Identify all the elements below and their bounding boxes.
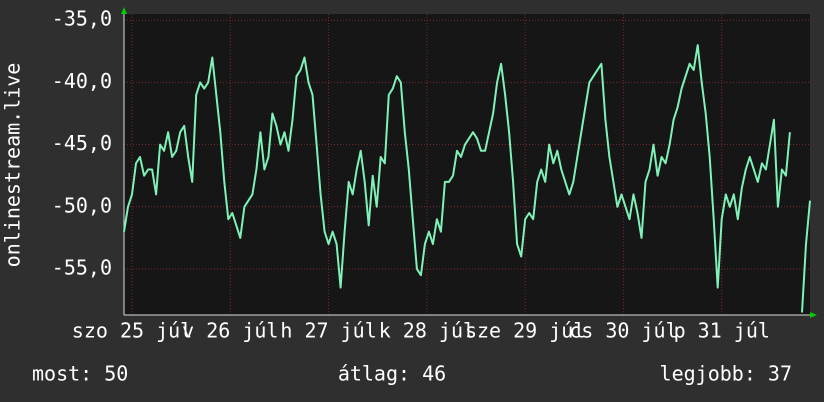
plot-area (124, 14, 810, 315)
x-tick-label: h 27 júl (280, 319, 376, 343)
footer-avg: átlag: 46 (338, 362, 446, 386)
y-tick-label: -45,0 (52, 131, 112, 155)
y-arrow (121, 7, 127, 14)
x-tick-label: p 31 júl (674, 319, 770, 343)
y-tick-label: -55,0 (52, 255, 112, 279)
footer-best: legjobb: 37 (660, 362, 792, 386)
y-tick-label: -35,0 (52, 7, 112, 31)
x-tick-label: cs 30 júl (569, 319, 677, 343)
y-axis-label: onlinestream.live (1, 63, 25, 268)
x-tick-label: k 28 júl (379, 319, 475, 343)
x-tick-label: szo 25 júl (72, 319, 192, 343)
y-tick-label: -40,0 (52, 69, 112, 93)
footer-now: most: 50 (32, 362, 128, 386)
x-arrow (810, 312, 817, 318)
line (123, 44, 811, 313)
x-tick-label: sze 29 júl (465, 319, 585, 343)
x-tick-label: v 26 júl (182, 319, 278, 343)
y-tick-label: -50,0 (52, 193, 112, 217)
